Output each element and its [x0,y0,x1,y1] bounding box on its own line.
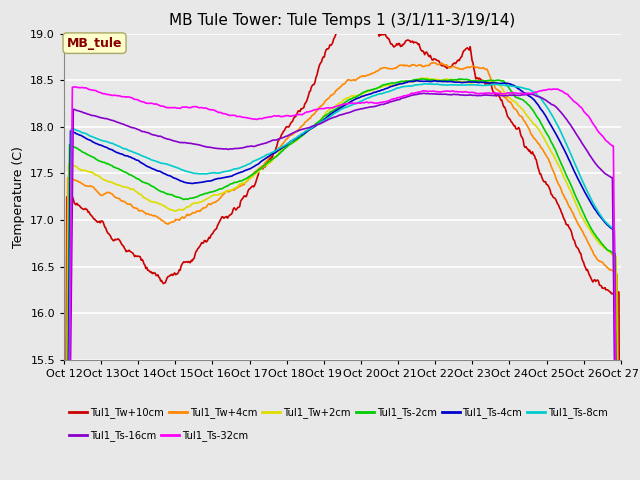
Tul1_Ts-4cm [159,170,166,176]
Text: MB_tule: MB_tule [67,36,122,49]
Tul1_Tw+4cm [433,61,440,67]
Tul1_Tw+10cm [480,79,488,85]
Tul1_Ts-2cm [312,120,320,126]
Line: Tul1_Ts-32cm: Tul1_Ts-32cm [64,87,621,480]
Tul1_Ts-4cm [312,123,320,129]
Tul1_Ts-2cm [433,78,440,84]
Tul1_Ts-16cm [159,134,166,140]
Tul1_Tw+10cm [204,239,211,244]
Title: MB Tule Tower: Tule Temps 1 (3/1/11-3/19/14): MB Tule Tower: Tule Temps 1 (3/1/11-3/19… [169,13,516,28]
Tul1_Tw+4cm [428,60,436,65]
Tul1_Tw+2cm [422,75,430,81]
Tul1_Tw+2cm [204,196,211,202]
Tul1_Ts-4cm [204,178,211,184]
Tul1_Ts-4cm [433,78,440,84]
Tul1_Ts-8cm [159,160,166,166]
Line: Tul1_Ts-4cm: Tul1_Ts-4cm [64,81,621,480]
Y-axis label: Temperature (C): Temperature (C) [12,146,25,248]
Tul1_Ts-8cm [433,81,440,87]
Tul1_Ts-32cm [480,90,488,96]
Tul1_Tw+4cm [480,66,488,72]
Tul1_Ts-32cm [159,103,167,109]
Tul1_Ts-32cm [433,89,440,95]
Tul1_Ts-8cm [204,171,211,177]
Tul1_Tw+2cm [433,77,440,83]
Tul1_Ts-2cm [159,189,166,195]
Tul1_Ts-8cm [422,81,430,86]
Tul1_Tw+4cm [159,218,166,224]
Tul1_Ts-8cm [388,87,396,93]
Tul1_Tw+10cm [356,12,364,17]
Line: Tul1_Ts-16cm: Tul1_Ts-16cm [64,93,621,480]
Tul1_Ts-4cm [412,78,420,84]
Tul1_Ts-32cm [72,84,80,90]
Tul1_Ts-32cm [389,96,397,102]
Tul1_Tw+10cm [389,43,397,49]
Line: Tul1_Tw+2cm: Tul1_Tw+2cm [64,78,621,480]
Legend: Tul1_Ts-16cm, Tul1_Ts-32cm: Tul1_Ts-16cm, Tul1_Ts-32cm [69,430,248,441]
Tul1_Ts-4cm [388,84,396,89]
Tul1_Ts-16cm [312,122,320,128]
Tul1_Tw+2cm [159,202,166,208]
Tul1_Ts-2cm [388,80,396,86]
Tul1_Tw+10cm [433,58,440,63]
Tul1_Ts-2cm [480,78,488,84]
Tul1_Tw+4cm [388,66,396,72]
Tul1_Tw+2cm [388,82,396,88]
Tul1_Tw+10cm [159,280,166,286]
Tul1_Tw+4cm [204,203,211,209]
Tul1_Ts-32cm [313,107,321,112]
Tul1_Ts-16cm [420,90,428,96]
Tul1_Ts-16cm [433,91,440,97]
Tul1_Tw+2cm [312,122,320,128]
Tul1_Ts-16cm [204,144,211,150]
Line: Tul1_Ts-8cm: Tul1_Ts-8cm [64,84,621,480]
Tul1_Tw+10cm [312,75,320,81]
Line: Tul1_Tw+4cm: Tul1_Tw+4cm [64,62,621,480]
Tul1_Tw+2cm [480,79,488,84]
Tul1_Ts-32cm [204,106,212,112]
Tul1_Ts-4cm [480,79,488,85]
Tul1_Ts-2cm [204,191,211,196]
Line: Tul1_Tw+10cm: Tul1_Tw+10cm [64,14,621,480]
Tul1_Tw+4cm [312,108,320,114]
Tul1_Ts-8cm [312,122,320,128]
Line: Tul1_Ts-2cm: Tul1_Ts-2cm [64,79,621,480]
Tul1_Ts-16cm [480,92,488,98]
Tul1_Ts-16cm [388,98,396,104]
Tul1_Ts-8cm [480,83,488,88]
Tul1_Ts-2cm [419,76,427,82]
